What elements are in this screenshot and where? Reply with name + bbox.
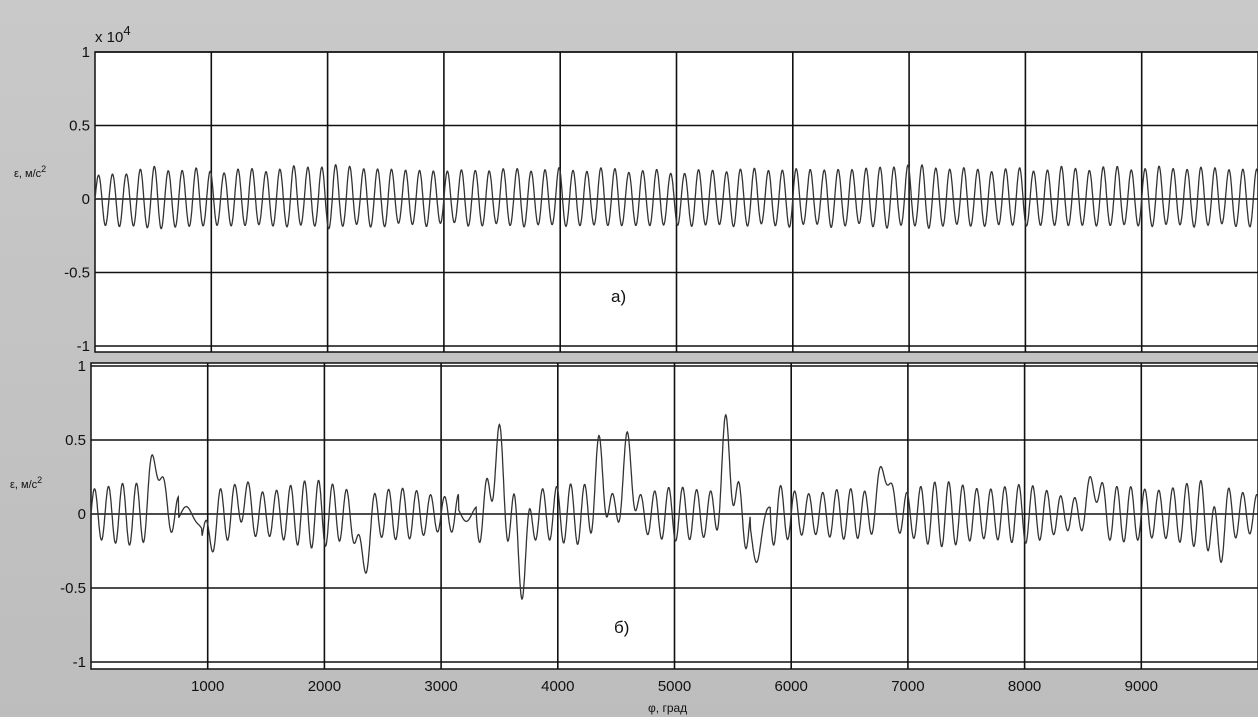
y-tick-label: -0.5 <box>60 580 86 597</box>
x-tick-label: 7000 <box>891 678 924 695</box>
y-tick-label: 0.5 <box>69 118 90 135</box>
y-tick-label: -1 <box>73 654 86 671</box>
y-tick-label: -0.5 <box>64 265 90 282</box>
grid-b <box>91 363 1258 669</box>
y-axis-label-a: ε, м/с2 <box>14 164 46 180</box>
x-tick-label: 6000 <box>775 678 808 695</box>
y-tick-labels-a: 1 0.5 0 -0.5 -1 <box>64 44 90 355</box>
x-tick-labels: 1000 2000 3000 4000 5000 6000 7000 8000 9000 <box>191 678 1158 695</box>
panel-b: 1 0.5 0 -0.5 -1 1000 2000 3000 4000 5000 6000 7000… <box>10 358 1258 715</box>
x-tick-label: 8000 <box>1008 678 1041 695</box>
panel-label-b: б) <box>614 618 629 637</box>
y-tick-label: 1 <box>78 358 86 375</box>
panel-label-a: а) <box>611 287 626 306</box>
y-tick-label: 0.5 <box>65 432 86 449</box>
x-axis-label: φ, град <box>648 701 687 715</box>
x-tick-label: 4000 <box>541 678 574 695</box>
y-tick-labels-b: 1 0.5 0 -0.5 -1 <box>60 358 86 671</box>
y-tick-label: 0 <box>78 506 86 523</box>
y-multiplier: x 104 <box>95 23 131 46</box>
x-tick-label: 2000 <box>308 678 341 695</box>
panel-a: 1 0.5 0 -0.5 -1 x 104 ε, м/с2 а) <box>14 23 1258 355</box>
x-tick-label: 1000 <box>191 678 224 695</box>
y-tick-label: 1 <box>82 44 90 61</box>
signal-trace-b <box>90 413 1258 601</box>
x-tick-label: 9000 <box>1125 678 1158 695</box>
y-tick-label: 0 <box>82 191 90 208</box>
signal-trace-a <box>94 163 1258 230</box>
x-tick-label: 5000 <box>658 678 691 695</box>
y-axis-label-b: ε, м/с2 <box>10 475 42 491</box>
x-tick-label: 3000 <box>424 678 457 695</box>
y-tick-label: -1 <box>77 338 90 355</box>
